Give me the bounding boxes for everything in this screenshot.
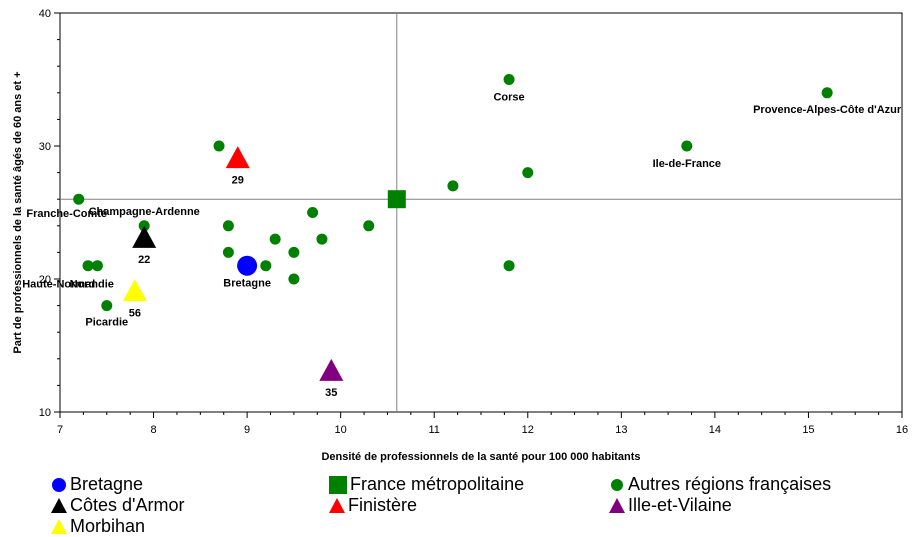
point-label: Provence-Alpes-Côte d'Azur <box>753 104 902 116</box>
legend-label: Morbihan <box>70 516 146 536</box>
scatter-chart: 7 8 9 10 11 12 13 14 15 16 10 20 30 40 Franche-Comté… <box>12 8 908 463</box>
x-axis-title: Densité de professionnels de la santé po… <box>321 451 640 463</box>
legend-label: Côtes d'Armor <box>70 495 185 515</box>
x-tick-label: 7 <box>57 424 63 436</box>
y-tick-label: 30 <box>39 141 51 153</box>
purple-triangle-marker-icon <box>609 497 625 513</box>
point-marker <box>447 180 459 192</box>
point-marker <box>681 140 693 152</box>
x-tick-label: 16 <box>896 424 908 436</box>
departement-marker <box>122 279 147 302</box>
departement-marker <box>225 146 250 169</box>
point-label: Franche-Comté <box>26 208 107 220</box>
red-triangle-marker-icon <box>329 497 345 513</box>
point-marker <box>821 87 833 99</box>
departement-marker <box>319 358 344 381</box>
point-label: 56 <box>129 307 141 319</box>
x-tick-label: 15 <box>802 424 814 436</box>
legend-item-cotes-darmor: Côtes d'Armor <box>50 495 184 516</box>
legend-label: Autres régions françaises <box>628 474 832 494</box>
y-tick-label: 20 <box>39 274 51 286</box>
legend-label: France métropolitaine <box>350 474 525 494</box>
y-axis: 10 20 30 40 <box>39 8 60 419</box>
point-label: Haute-Normandie <box>22 279 114 291</box>
point-marker <box>503 74 515 85</box>
legend-item-bretagne: Bretagne <box>50 474 143 495</box>
y-tick-label: 10 <box>39 407 51 419</box>
black-triangle-marker-icon <box>51 497 67 513</box>
green-square-marker-icon <box>329 475 347 494</box>
point-marker <box>307 207 319 218</box>
point-marker <box>73 193 85 205</box>
legend-item-morbihan: Morbihan <box>50 516 145 537</box>
point-label: Ile-de-France <box>653 158 721 170</box>
point-label: Nord <box>70 279 96 291</box>
legend-label: Ille-et-Vilaine <box>628 495 732 515</box>
green-circle-marker-icon <box>611 478 623 491</box>
x-tick-label: 10 <box>335 424 347 436</box>
x-tick-label: 11 <box>429 424 440 436</box>
legend-label: Finistère <box>348 495 418 515</box>
point-label: 22 <box>138 254 150 266</box>
x-tick-label: 12 <box>522 424 534 436</box>
plot-area <box>59 12 903 413</box>
legend-item-finistere: Finistère <box>328 495 417 516</box>
data-points <box>73 74 833 381</box>
point-marker <box>503 260 515 272</box>
bretagne-marker <box>237 255 258 276</box>
point-label: 29 <box>232 174 244 186</box>
plot-frame <box>59 12 903 413</box>
yellow-triangle-marker-icon <box>51 518 67 534</box>
point-label: 35 <box>325 387 337 399</box>
legend-item-autres-regions: Autres régions françaises <box>608 474 831 495</box>
legend-item-france-metropolitaine: France métropolitaine <box>328 474 524 495</box>
point-marker <box>522 167 534 179</box>
point-marker <box>101 300 113 312</box>
point-marker <box>269 233 281 245</box>
blue-circle-marker-icon <box>52 477 66 492</box>
x-tick-label: 13 <box>615 424 627 436</box>
point-label: Bretagne <box>223 278 271 290</box>
point-label: Champagne-Ardenne <box>89 206 200 218</box>
x-tick-label: 8 <box>150 424 156 436</box>
point-label: Picardie <box>85 317 128 329</box>
x-axis: 7 8 9 10 11 12 13 14 15 16 <box>57 412 908 436</box>
x-tick-label: 14 <box>709 424 721 436</box>
point-marker <box>82 260 94 272</box>
legend: Bretagne France métropolitaine Autres ré… <box>50 474 910 536</box>
departement-marker <box>132 225 157 248</box>
y-axis-title: Part de professionnels de la santé âgés … <box>12 71 24 353</box>
y-tick-label: 40 <box>39 8 51 20</box>
x-tick-label: 9 <box>244 424 250 436</box>
point-marker <box>222 220 234 232</box>
point-marker <box>363 220 375 232</box>
legend-item-ille-et-vilaine: Ille-et-Vilaine <box>608 495 732 516</box>
point-marker <box>260 260 272 272</box>
reference-lines <box>60 13 902 412</box>
france-metropolitaine-marker <box>387 190 406 209</box>
point-marker <box>91 260 103 272</box>
legend-label: Bretagne <box>70 474 144 494</box>
point-marker <box>213 140 225 152</box>
point-label: Corse <box>493 92 524 104</box>
point-marker <box>222 246 234 258</box>
point-marker <box>288 246 300 258</box>
point-marker <box>138 220 150 232</box>
point-marker <box>316 233 328 245</box>
point-marker <box>288 273 300 285</box>
